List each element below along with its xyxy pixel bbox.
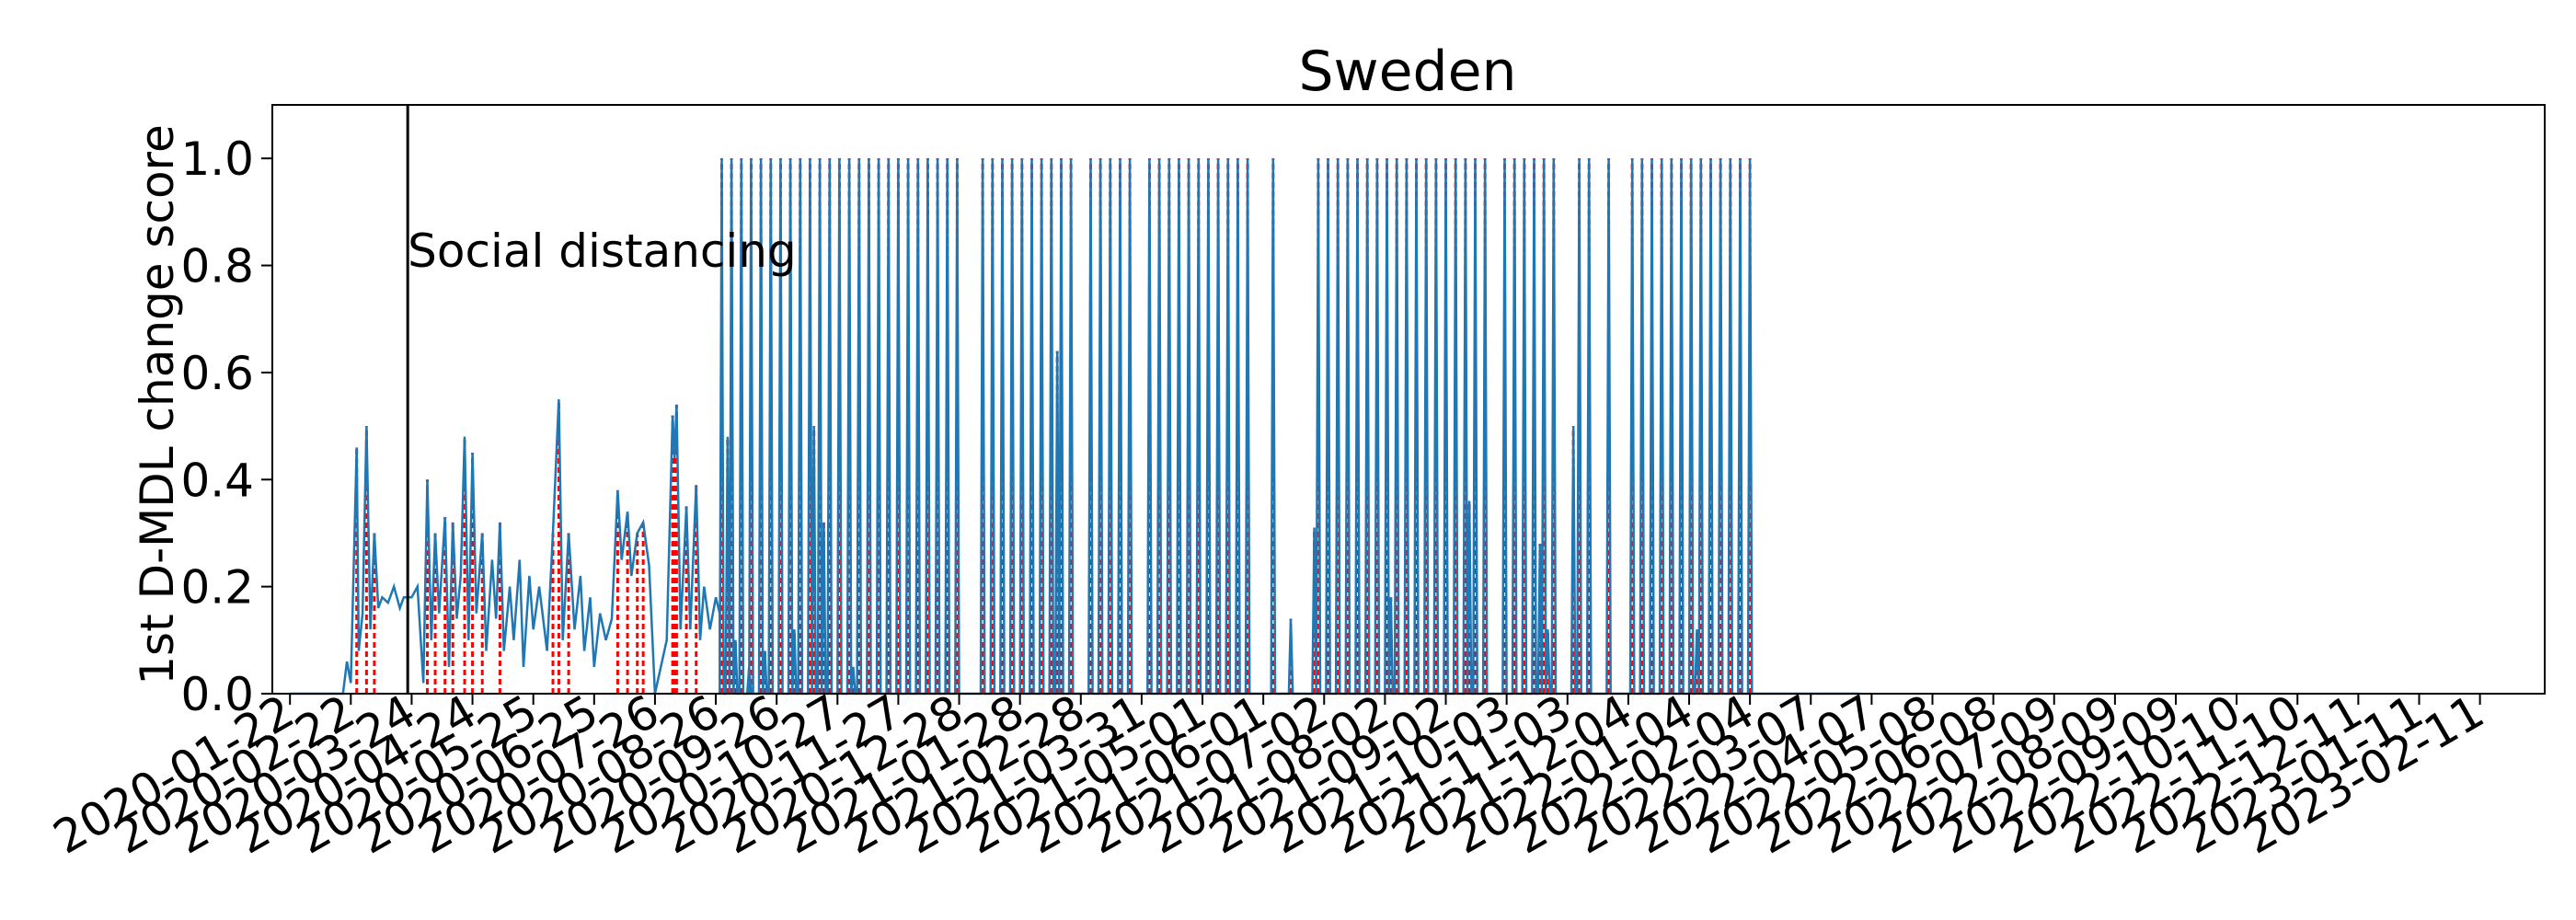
plot-frame [271, 104, 2546, 695]
y-tick-label: 0.2 [180, 561, 254, 615]
plot-area: Social distancing [271, 104, 2546, 696]
chart-title: Sweden [1298, 40, 1516, 104]
x-axis: 2020-01-222020-02-222020-03-242020-04-24… [45, 684, 2493, 865]
event-label: Social distancing [408, 224, 797, 278]
y-axis: 0.0 0.2 0.4 0.6 0.8 1.0 [180, 132, 272, 721]
y-tick-label: 0.6 [180, 347, 254, 400]
y-tick-label: 1.0 [180, 132, 254, 186]
y-tick-label: 0.0 [180, 668, 254, 721]
series-line [290, 158, 1860, 696]
y-tick-label: 0.8 [180, 240, 254, 293]
y-tick-label: 0.4 [180, 454, 254, 507]
y-axis-label: 1st D-MDL change score [131, 124, 184, 685]
